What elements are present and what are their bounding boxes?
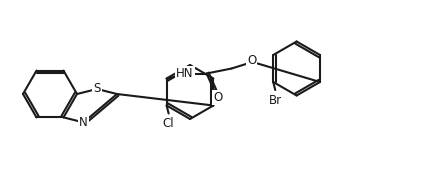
Text: S: S [93, 83, 101, 95]
Text: Cl: Cl [163, 117, 174, 130]
Text: N: N [79, 116, 88, 129]
Text: HN: HN [176, 67, 194, 80]
Text: O: O [247, 54, 256, 67]
Text: O: O [213, 91, 222, 104]
Text: Br: Br [269, 94, 282, 106]
